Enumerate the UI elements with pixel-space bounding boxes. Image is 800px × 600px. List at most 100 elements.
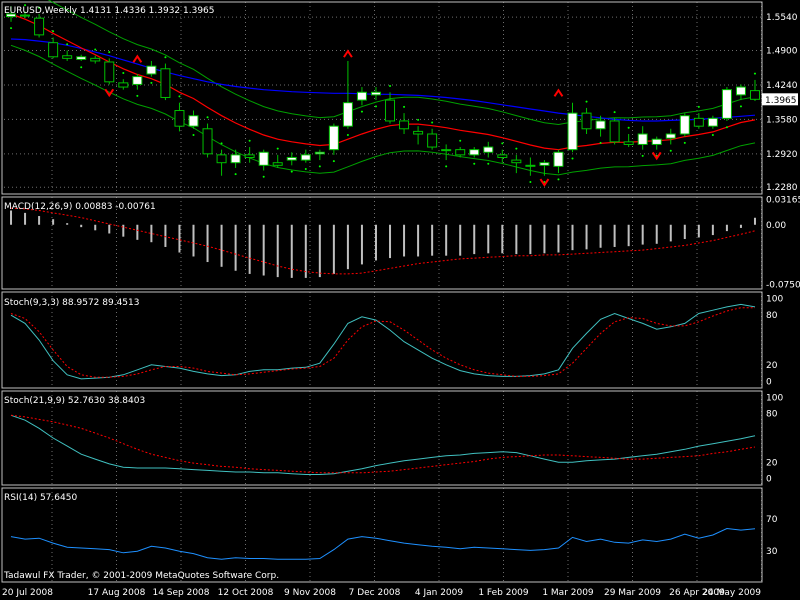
candle-body xyxy=(707,117,718,127)
fractal-down-arrow xyxy=(539,178,550,187)
candle-body xyxy=(735,86,746,96)
candle-body xyxy=(146,65,157,75)
sar-dot xyxy=(473,162,476,165)
candle-body xyxy=(160,68,171,98)
candle-body xyxy=(258,151,269,166)
sar-dot xyxy=(445,165,448,168)
date-tick-label: 26 Apr 2009 xyxy=(669,588,725,598)
rsi-tick-label: 30 xyxy=(766,547,778,557)
moving-average-blue xyxy=(10,38,756,122)
candle-body xyxy=(272,162,283,166)
candle-body xyxy=(581,112,592,130)
rsi-panel xyxy=(10,527,756,560)
candle xyxy=(300,149,311,170)
candle xyxy=(707,115,718,137)
fractal-up-arrow xyxy=(343,49,353,58)
sar-dot xyxy=(529,181,532,183)
sar-dot xyxy=(262,175,265,178)
sar-dot xyxy=(627,126,630,129)
candle xyxy=(132,74,143,97)
rsi-tick-label: 70 xyxy=(766,515,778,525)
date-tick-label: 14 Sep 2008 xyxy=(152,588,209,598)
candle-body xyxy=(62,55,73,59)
candle xyxy=(567,102,578,160)
candle xyxy=(441,144,452,168)
stoch2-tick-label: 0 xyxy=(766,475,772,485)
candle-body xyxy=(174,110,185,127)
sar-dot xyxy=(571,157,574,160)
candle xyxy=(497,142,508,163)
date-tick-label: 12 Oct 2008 xyxy=(218,588,274,598)
date-tick-label: 7 Dec 2008 xyxy=(349,588,401,598)
candle xyxy=(6,6,17,30)
candle xyxy=(749,72,760,102)
candle-body xyxy=(385,99,396,122)
candle-body xyxy=(595,120,606,130)
candle-body xyxy=(132,76,143,85)
sar-dot xyxy=(669,149,672,152)
candle-body xyxy=(567,112,578,151)
sar-dot xyxy=(24,4,27,7)
candle-body xyxy=(300,154,311,161)
fractal-up-arrow xyxy=(132,54,143,63)
upper-band-line xyxy=(47,0,756,126)
candle xyxy=(455,139,466,158)
stoch1-tick-label: 100 xyxy=(766,295,783,305)
candle xyxy=(90,48,101,64)
candle xyxy=(679,113,690,144)
candle-body xyxy=(651,138,662,145)
sar-dot xyxy=(206,116,209,119)
candle-body xyxy=(104,61,115,83)
candle-body xyxy=(6,13,17,18)
candle-body xyxy=(370,91,381,96)
candle xyxy=(244,139,255,163)
date-tick-label: 24 May 2009 xyxy=(702,588,761,598)
sar-dot xyxy=(290,170,293,173)
candle xyxy=(595,115,606,144)
candle-body xyxy=(34,17,45,36)
stoch1-tick-label: 0 xyxy=(766,377,772,387)
candle xyxy=(511,147,522,174)
candle xyxy=(188,110,199,137)
candle-body xyxy=(342,102,353,127)
candle-body xyxy=(356,91,367,101)
price-tick-label: 1.5540 xyxy=(766,13,798,23)
stoch2-main-line xyxy=(10,414,756,475)
candle-body xyxy=(76,56,87,60)
sar-dot xyxy=(501,142,504,145)
candle xyxy=(328,123,339,163)
candle-body xyxy=(118,82,129,88)
candle-body xyxy=(441,149,452,152)
lower-band-line xyxy=(10,44,756,176)
candle-body xyxy=(525,164,536,167)
candle xyxy=(34,6,45,38)
sar-dot xyxy=(66,43,69,46)
date-tick-label: 20 Jul 2008 xyxy=(2,588,53,598)
candle xyxy=(62,43,73,61)
candle xyxy=(581,100,592,134)
candle-body xyxy=(230,154,241,164)
candle-body xyxy=(637,133,648,145)
candle xyxy=(385,85,396,124)
sar-dot xyxy=(374,105,377,108)
candle-body xyxy=(469,149,480,156)
sar-dot xyxy=(80,66,83,69)
macd-tick-label: 0.00 xyxy=(766,221,786,231)
candle-body xyxy=(721,89,732,119)
candle-body xyxy=(328,125,339,151)
candle xyxy=(342,60,353,137)
candle xyxy=(356,87,367,113)
candle-body xyxy=(483,146,494,153)
fractal-down-arrow xyxy=(651,151,662,161)
candle-body xyxy=(48,42,59,58)
candle xyxy=(216,142,227,176)
candle-body xyxy=(553,151,564,167)
sar-dot xyxy=(52,30,55,33)
candle xyxy=(76,54,87,69)
candle xyxy=(427,121,438,150)
candle xyxy=(609,111,620,145)
date-tick-label: 29 Mar 2009 xyxy=(604,588,661,598)
stoch2-panel xyxy=(10,414,756,475)
